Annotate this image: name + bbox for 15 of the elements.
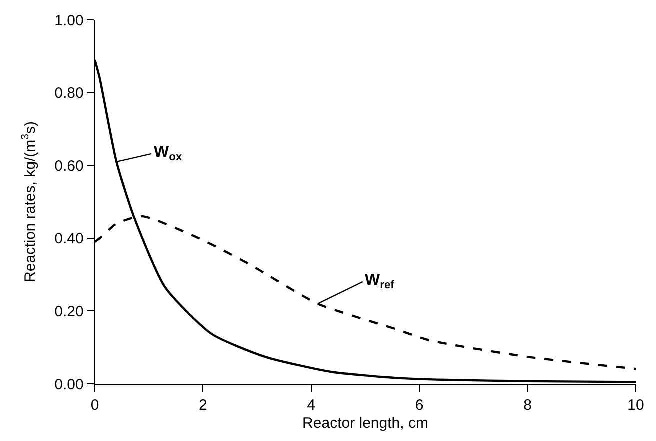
x-axis-title: Reactor length, cm: [302, 415, 428, 432]
y-tick-label: 0.40: [54, 230, 84, 248]
x-tick-label: 10: [628, 397, 644, 414]
annotation: W$_{ox}$: [154, 144, 183, 164]
annotation: W$_{ref}$: [365, 272, 395, 292]
y-tick-label: 0.00: [54, 376, 84, 394]
y-tick-label: 0.20: [54, 303, 84, 320]
x-tick-label: 6: [415, 397, 424, 414]
x-tick-label: 8: [524, 397, 532, 414]
y-tick-label: 0.60: [54, 158, 84, 175]
y-tick-label: 1.00: [54, 12, 84, 30]
x-tick-label: 4: [307, 397, 316, 414]
x-tick-label: 2: [199, 397, 208, 414]
y-tick-label: 0.80: [54, 85, 84, 102]
x-tick-label: 0: [90, 397, 100, 414]
